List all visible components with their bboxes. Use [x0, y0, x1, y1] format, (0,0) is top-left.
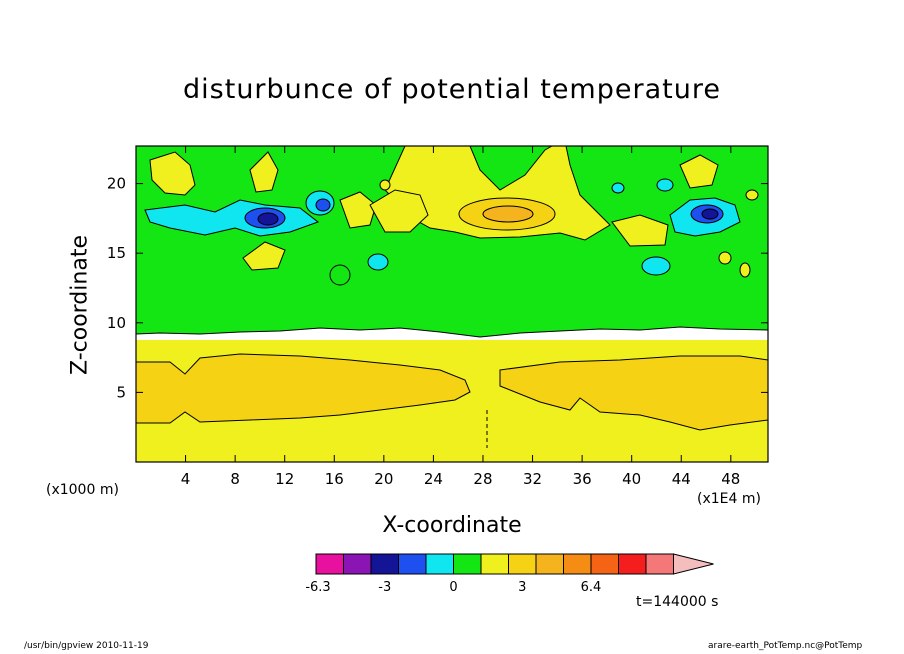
speckle-1: [745, 189, 759, 201]
colorbar-box: [618, 553, 647, 575]
colorbar: -6.3 -3 0 3 6.4: [305, 553, 714, 595]
cell-yellow-4: [369, 189, 429, 233]
y-tick-label: 10: [107, 314, 126, 332]
colorbar-label: 6.4: [581, 580, 602, 595]
plot-area: [136, 146, 768, 462]
cell-yellow-2: [249, 151, 279, 193]
warm-core-inner: [482, 205, 534, 223]
speckle-4: [329, 264, 351, 286]
y-tick-label: 15: [107, 244, 126, 262]
cold-cell-3: [641, 256, 671, 276]
speckle-5: [379, 179, 391, 191]
colorbar-box: [590, 553, 619, 575]
cell-yellow-3: [339, 191, 377, 229]
speckle-3: [718, 251, 732, 265]
cell-yellow-7: [679, 154, 719, 189]
colorbar-box: [645, 553, 674, 575]
cell-yellow-6: [611, 214, 669, 247]
colorbar-box: [535, 553, 564, 575]
colorbar-label: 0: [449, 580, 457, 595]
y-axis: 5 10 15 20: [107, 175, 768, 401]
x-tick-label: 20: [374, 470, 393, 488]
colorbar-box: [563, 553, 592, 575]
x-tick-label: 44: [672, 470, 691, 488]
colorbar-label: 3: [518, 580, 526, 595]
cell-upper-left: [149, 151, 196, 196]
cell-yellow-5: [242, 241, 286, 271]
x-tick-label: 8: [230, 470, 240, 488]
x-tick-label: 24: [424, 470, 443, 488]
footer-left: /usr/bin/gpview 2010-11-19: [24, 641, 149, 651]
x-axis-label: X-coordinate: [382, 513, 522, 538]
colorbar-box: [343, 553, 372, 575]
colorbar-box: [398, 553, 427, 575]
upper-field: [136, 146, 768, 338]
colorbar-box: [370, 553, 399, 575]
x-tick-label: 36: [573, 470, 592, 488]
x-tick-label: 28: [473, 470, 492, 488]
colorbar-box: [508, 553, 537, 575]
lower-core-right: [499, 355, 768, 431]
cold-cell-6: [611, 182, 625, 194]
cold-core-2: [257, 212, 279, 226]
colorbar-label: -3: [378, 580, 391, 595]
cold-cell-4: [367, 253, 389, 271]
y-axis-unit: (x1000 m): [46, 482, 119, 498]
chart-title: disturbunce of potential temperature: [183, 74, 721, 105]
time-annotation: t=144000 s: [636, 594, 719, 610]
x-tick-label: 32: [523, 470, 542, 488]
cold-core-3: [315, 198, 331, 212]
colorbar-box: [425, 553, 454, 575]
y-tick-label: 20: [107, 175, 126, 193]
colorbar-box: [480, 553, 509, 575]
x-axis-unit: (x1E4 m): [697, 491, 761, 507]
x-tick-label: 16: [325, 470, 344, 488]
colorbar-box: [315, 553, 344, 575]
speckle-2: [739, 262, 751, 278]
lower-core-left: [136, 353, 471, 424]
cold-core-5: [701, 208, 719, 220]
y-tick-label: 5: [116, 383, 126, 401]
footer-right: arare-earth_PotTemp.nc@PotTemp: [708, 641, 863, 651]
x-tick-label: 4: [181, 470, 191, 488]
plot-frame: [135, 145, 769, 463]
colorbar-label: -6.3: [305, 580, 330, 595]
x-tick-label: 48: [721, 470, 740, 488]
colorbar-box: [453, 553, 482, 575]
colorbar-arrow: [673, 553, 714, 575]
cold-cell-7: [656, 178, 674, 192]
y-axis-label: Z-coordinate: [67, 235, 93, 375]
x-tick-label: 12: [275, 470, 294, 488]
x-axis: 4 8 12 16 20 24 28 32 36 40 44 48: [181, 146, 740, 488]
x-tick-label: 40: [622, 470, 641, 488]
